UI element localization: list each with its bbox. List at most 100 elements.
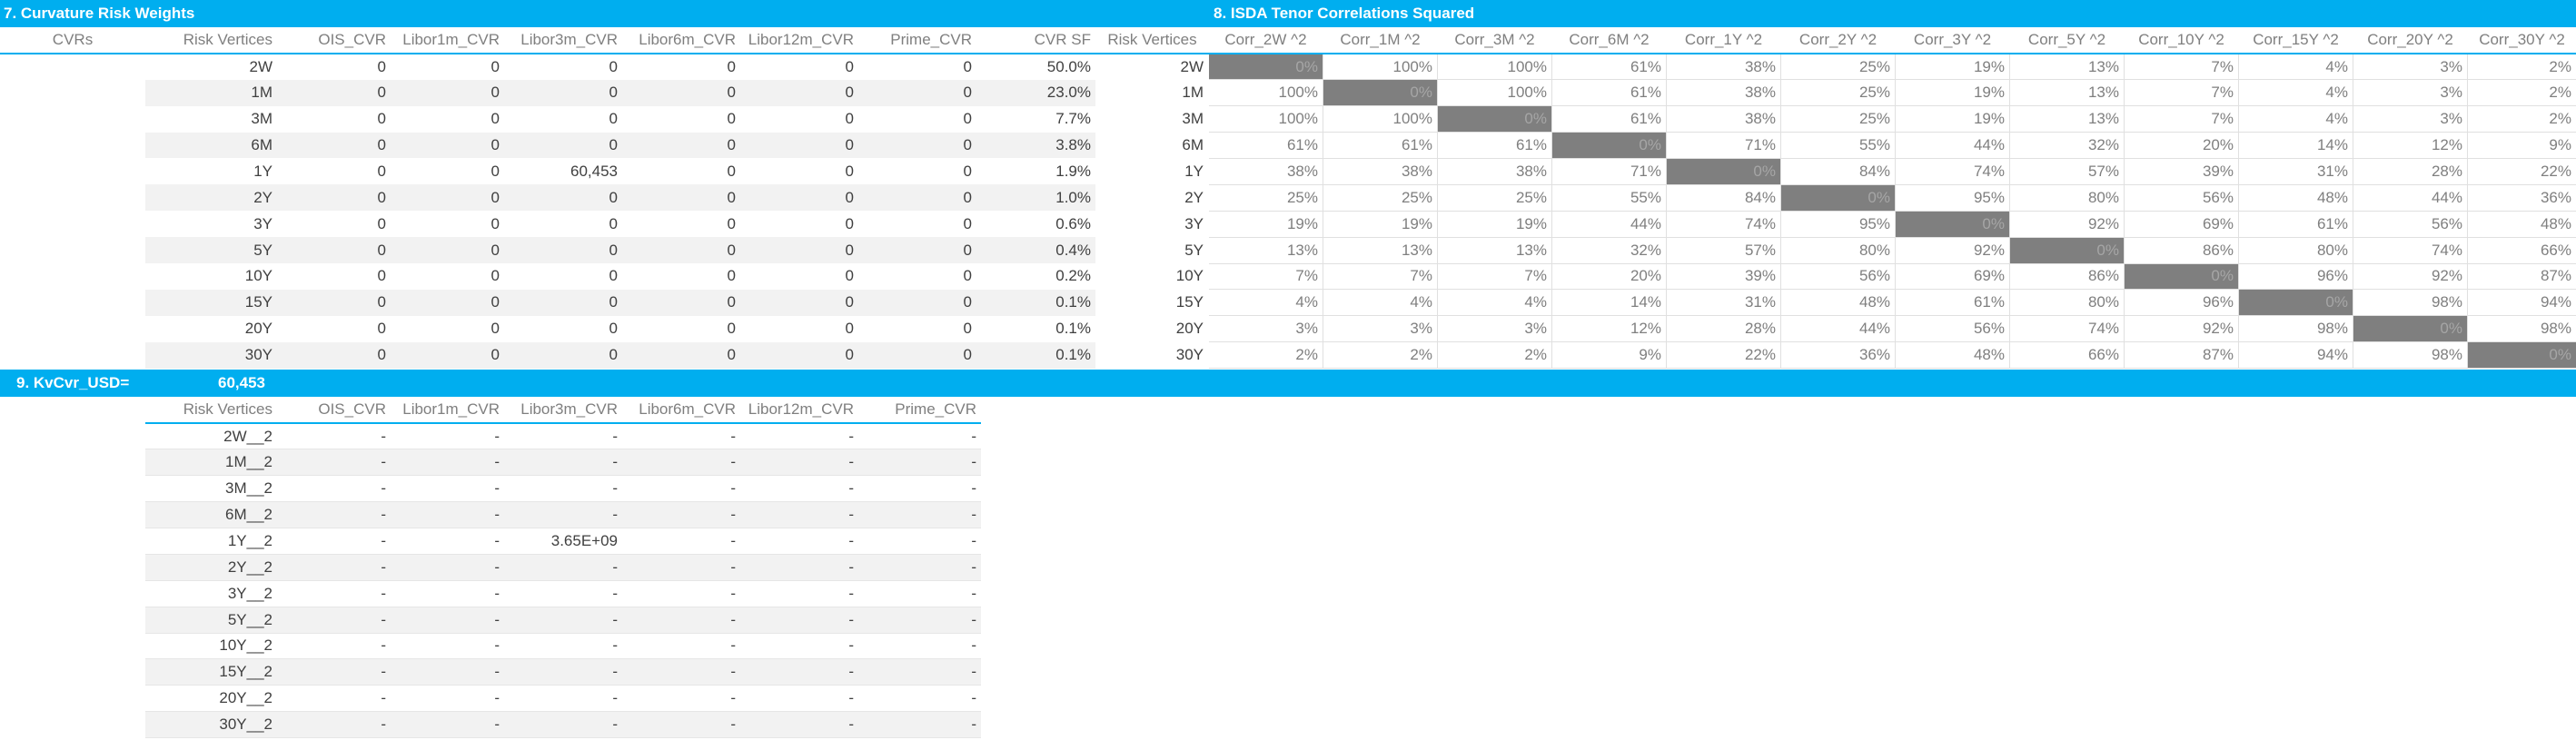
correlation-cell[interactable]: 38%: [1323, 157, 1438, 185]
risk-vertex-cell[interactable]: 30Y: [1175, 346, 1204, 364]
cvr-squared-cell[interactable]: -: [277, 580, 391, 607]
correlation-cell[interactable]: 96%: [2124, 289, 2239, 317]
correlation-cell[interactable]: 25%: [1780, 53, 1896, 81]
cvr-squared-cell[interactable]: -: [740, 711, 858, 739]
cvr-value-cell[interactable]: 0: [504, 184, 622, 212]
correlation-cell[interactable]: 100%: [1437, 79, 1552, 107]
correlation-cell[interactable]: 31%: [2238, 157, 2353, 185]
risk-vertex-squared-cell[interactable]: 15Y__2: [145, 658, 277, 686]
cvr-value-cell[interactable]: 0: [858, 184, 976, 212]
correlation-cell[interactable]: 36%: [2467, 183, 2576, 212]
cvr-value-cell[interactable]: 0: [391, 341, 504, 369]
cvr-squared-cell[interactable]: -: [277, 685, 391, 713]
correlation-cell[interactable]: 31%: [1666, 289, 1781, 317]
cvr-squared-cell[interactable]: -: [277, 501, 391, 528]
cvr-squared-cell[interactable]: -: [858, 528, 981, 555]
correlation-cell[interactable]: 3%: [1208, 315, 1323, 343]
cvr-squared-cell[interactable]: -: [622, 449, 740, 477]
correlation-cell[interactable]: 66%: [2009, 341, 2125, 370]
cvr-value-cell[interactable]: 0: [963, 57, 972, 75]
correlation-cell[interactable]: 98%: [2467, 315, 2576, 343]
correlation-cell[interactable]: 25%: [1208, 183, 1323, 212]
cvr-squared-cell[interactable]: -: [858, 685, 981, 713]
correlation-cell[interactable]: 74%: [2353, 236, 2468, 264]
correlation-cell[interactable]: 98%: [2353, 341, 2468, 370]
correlation-cell[interactable]: 4%: [2238, 53, 2353, 81]
cvr-value-cell[interactable]: 0: [845, 162, 854, 180]
cvr-sf-cell[interactable]: 3.8%: [976, 132, 1095, 159]
correlation-cell[interactable]: 19%: [1895, 53, 2010, 81]
correlation-cell[interactable]: 19%: [1895, 79, 2010, 107]
cvr-squared-cell[interactable]: -: [622, 501, 740, 528]
correlation-cell[interactable]: 100%: [1437, 53, 1552, 81]
cvr-squared-cell[interactable]: -: [391, 501, 504, 528]
correlation-cell[interactable]: 84%: [1666, 183, 1781, 212]
cvr-value-cell[interactable]: 0: [845, 110, 854, 128]
correlation-cell[interactable]: 4%: [1208, 289, 1323, 317]
risk-vertex-cell[interactable]: 2W: [1180, 57, 1204, 75]
cvr-squared-cell[interactable]: -: [858, 658, 981, 686]
correlation-cell[interactable]: 94%: [2467, 289, 2576, 317]
cvr-value-cell[interactable]: 0: [622, 132, 740, 159]
cvr-squared-cell[interactable]: -: [277, 449, 391, 477]
cvr-value-cell[interactable]: 0: [740, 79, 858, 106]
cvr-squared-cell[interactable]: -: [277, 711, 391, 739]
correlation-cell[interactable]: 13%: [2009, 105, 2125, 133]
cvr-squared-cell[interactable]: -: [504, 554, 622, 581]
correlation-cell[interactable]: 100%: [1208, 105, 1323, 133]
risk-vertex-cell[interactable]: 2W: [249, 57, 273, 75]
cvr-value-cell[interactable]: 0: [845, 57, 854, 75]
correlation-cell[interactable]: 38%: [1666, 79, 1781, 107]
cvr-squared-cell[interactable]: -: [622, 475, 740, 503]
correlation-cell[interactable]: 14%: [2238, 132, 2353, 159]
cvr-squared-cell[interactable]: -: [740, 633, 858, 660]
cvr-squared-cell[interactable]: -: [391, 658, 504, 686]
correlation-cell[interactable]: 13%: [1208, 236, 1323, 264]
correlation-cell[interactable]: 38%: [1666, 53, 1781, 81]
correlation-cell[interactable]: 0%: [2467, 341, 2576, 370]
cvr-squared-cell[interactable]: -: [504, 475, 622, 503]
cvr-value-cell[interactable]: 0: [740, 341, 858, 369]
correlation-cell[interactable]: 20%: [2124, 132, 2239, 159]
risk-vertex-cell[interactable]: 10Y: [244, 267, 272, 285]
cvr-value-cell[interactable]: 0: [277, 79, 391, 106]
correlation-cell[interactable]: 86%: [2009, 262, 2125, 291]
cvr-value-cell[interactable]: 0: [277, 184, 391, 212]
correlation-cell[interactable]: 2%: [2467, 105, 2576, 133]
cvr-squared-cell[interactable]: -: [504, 501, 622, 528]
cvr-value-cell[interactable]: 0: [377, 57, 386, 75]
cvr-value-cell[interactable]: 0: [391, 184, 504, 212]
risk-vertex-cell[interactable]: 1M: [1182, 84, 1204, 102]
risk-vertex-squared-cell[interactable]: 3M__2: [145, 475, 277, 503]
cvr-squared-cell[interactable]: -: [622, 528, 740, 555]
cvr-sf-cell[interactable]: 0.1%: [976, 341, 1095, 369]
correlation-cell[interactable]: 92%: [2124, 315, 2239, 343]
cvr-squared-cell[interactable]: -: [740, 475, 858, 503]
cvr-value-cell[interactable]: 0: [391, 79, 504, 106]
risk-vertex-squared-cell[interactable]: 6M__2: [145, 501, 277, 528]
cvr-value-cell[interactable]: 0: [845, 267, 854, 285]
correlation-cell[interactable]: 56%: [1780, 262, 1896, 291]
cvr-squared-cell[interactable]: -: [622, 607, 740, 634]
correlation-cell[interactable]: 61%: [1208, 132, 1323, 159]
cvr-value-cell[interactable]: 0: [490, 214, 500, 232]
cvr-squared-cell[interactable]: -: [277, 607, 391, 634]
correlation-cell[interactable]: 13%: [2009, 53, 2125, 81]
cvr-value-cell[interactable]: 0: [377, 320, 386, 338]
correlation-cell[interactable]: 13%: [1437, 236, 1552, 264]
cvr-value-cell[interactable]: 0: [609, 320, 618, 338]
cvr-sf-cell[interactable]: 0.2%: [1055, 267, 1091, 285]
correlation-cell[interactable]: 61%: [1551, 79, 1667, 107]
cvr-squared-cell[interactable]: -: [391, 422, 504, 450]
correlation-cell[interactable]: 48%: [2238, 183, 2353, 212]
cvr-value-cell[interactable]: 0: [504, 132, 622, 159]
cvr-value-cell[interactable]: 0: [490, 320, 500, 338]
risk-vertex-squared-cell[interactable]: 2Y__2: [145, 554, 277, 581]
cvr-squared-cell[interactable]: -: [504, 633, 622, 660]
correlation-cell[interactable]: 9%: [2467, 132, 2576, 159]
cvr-squared-cell[interactable]: -: [858, 633, 981, 660]
cvr-value-cell[interactable]: 0: [740, 184, 858, 212]
cvr-value-cell[interactable]: 0: [377, 162, 386, 180]
cvr-value-cell[interactable]: 0: [858, 341, 976, 369]
correlation-cell[interactable]: 0%: [1437, 105, 1552, 133]
